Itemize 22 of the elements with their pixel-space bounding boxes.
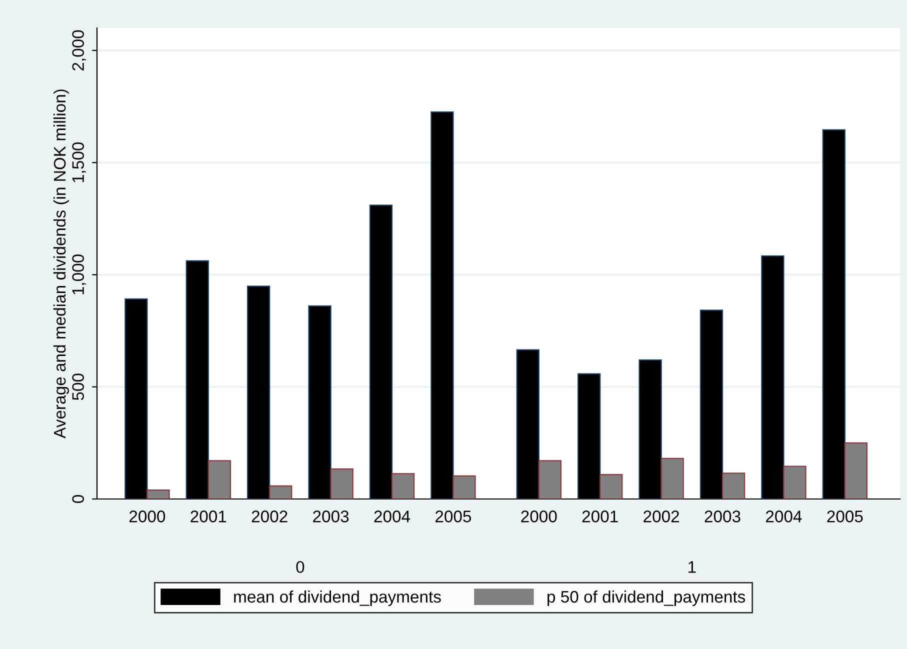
x-tick-label: 2002 (252, 510, 288, 522)
x-tick-label: 2005 (436, 510, 472, 522)
x-tick-label: 2005 (827, 510, 863, 522)
text: 1 (688, 561, 696, 573)
y-tick-label: 500 (72, 374, 84, 400)
text: 0 (296, 561, 304, 573)
y-tick-label: 2,000 (72, 30, 86, 70)
x-tick-label: 2001 (582, 510, 618, 522)
x-tick-label: 2002 (644, 510, 680, 522)
x-tick-label: 2001 (190, 510, 226, 522)
y-tick-label: 1,500 (72, 142, 86, 182)
legend-label: mean of dividend_payments (234, 590, 441, 606)
x-tick-label: 2000 (129, 510, 166, 522)
x-tick-label: 2003 (313, 510, 349, 522)
y-tick-label: 1,000 (72, 254, 86, 294)
x-tick-label: 2003 (704, 510, 740, 522)
x-tick-label: 2004 (766, 510, 802, 522)
x-tick-label: 2004 (374, 510, 410, 522)
x-tick-label: 2000 (521, 510, 557, 522)
y-axis-title: Average and median dividends (in NOK million) (53, 90, 69, 438)
legend-label: p 50 of dividend_payments (548, 590, 746, 606)
y-tick-label: 0 (72, 495, 84, 503)
